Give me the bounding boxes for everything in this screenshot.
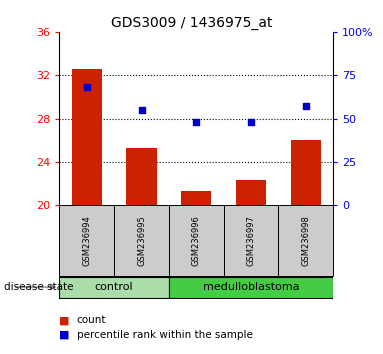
Text: GSM236996: GSM236996 [192,215,201,266]
Bar [169,277,333,298]
Bar [72,69,102,205]
Bar [59,205,114,276]
Bar [181,191,211,205]
Point [83,85,90,90]
Point [139,107,145,113]
Point [248,119,254,125]
Text: GSM236998: GSM236998 [301,215,310,266]
Bar [126,148,157,205]
Text: GSM236995: GSM236995 [137,215,146,266]
Text: ■: ■ [59,315,70,325]
Text: GDS3009 / 1436975_at: GDS3009 / 1436975_at [111,16,272,30]
Bar [114,205,169,276]
Bar [291,140,321,205]
Bar [236,181,266,205]
Text: GSM236997: GSM236997 [247,215,255,266]
Text: ■: ■ [59,330,70,339]
Bar [59,277,169,298]
Text: control: control [95,282,133,292]
Point [303,104,309,109]
Bar [169,205,224,276]
Bar [224,205,278,276]
Text: count: count [77,315,106,325]
Text: GSM236994: GSM236994 [82,215,91,266]
Bar [278,205,333,276]
Text: disease state: disease state [4,282,73,292]
Point [193,119,199,125]
Text: percentile rank within the sample: percentile rank within the sample [77,330,252,339]
Text: medulloblastoma: medulloblastoma [203,282,300,292]
